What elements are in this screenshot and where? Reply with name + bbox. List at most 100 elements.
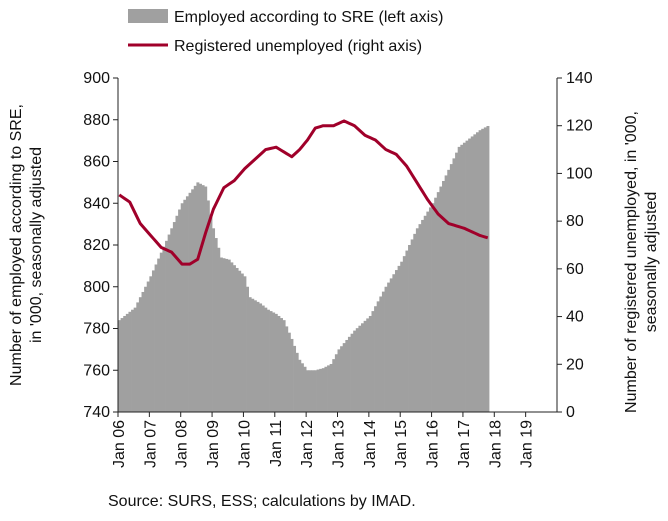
x-tick-label: Jan 17: [456, 420, 473, 468]
employed-bar: [428, 207, 432, 412]
employed-bar: [238, 270, 242, 412]
employed-bar: [219, 257, 223, 412]
x-tick-label: Jan 07: [142, 420, 159, 468]
employed-bar: [486, 126, 490, 412]
employed-bar: [475, 132, 479, 412]
employed-bar: [178, 209, 182, 412]
y-axis-left-ticks: 740 760 780 800 820 840 860 880 900: [83, 70, 118, 421]
employed-bar: [157, 258, 161, 412]
x-tick-label: Jan 13: [331, 420, 348, 468]
employed-bar: [133, 307, 137, 413]
employed-bar: [212, 228, 216, 412]
employed-bar: [361, 323, 364, 412]
employed-bar: [206, 200, 210, 412]
employed-bar: [384, 286, 388, 412]
employed-bar: [214, 238, 218, 412]
employed-bar: [287, 332, 291, 412]
employed-bar: [405, 250, 409, 412]
employed-bar: [235, 267, 239, 412]
employed-bar: [183, 199, 187, 412]
source-note: Source: SURS, ESS; calculations by IMAD.: [108, 493, 416, 510]
employed-bar: [452, 158, 456, 412]
x-axis-ticks: Jan 06 Jan 07 Jan 08 Jan 09 Jan 10 Jan 11 Jan …: [111, 412, 536, 468]
x-tick-label: Jan 08: [174, 420, 191, 468]
employed-bar: [358, 325, 362, 412]
employed-bar: [201, 185, 205, 412]
employed-bar: [246, 286, 249, 412]
employed-bar: [334, 354, 338, 412]
legend-label-unemployed: Registered unemployed (right axis): [174, 38, 422, 55]
y-right-tick-label: 40: [566, 309, 584, 326]
employed-bars: [118, 126, 490, 413]
employed-bar: [170, 228, 174, 412]
employed-bar: [266, 309, 270, 412]
y-right-tick-label: 140: [566, 70, 593, 87]
x-tick-label: Jan 15: [393, 420, 410, 468]
employed-bar: [256, 301, 260, 412]
employed-bar: [175, 215, 179, 412]
employed-bar: [374, 306, 378, 412]
employed-bar: [251, 298, 255, 412]
employed-bar: [418, 224, 422, 413]
y-right-tick-label: 0: [566, 404, 575, 421]
y-left-tick-label: 860: [83, 154, 110, 171]
legend: Employed according to SRE (left axis) Re…: [128, 9, 443, 55]
employed-bar: [240, 273, 244, 412]
y-left-tick-label: 820: [83, 237, 110, 254]
y-left-tick-label: 740: [83, 404, 110, 421]
x-tick-label: Jan 06: [111, 420, 128, 468]
employed-bar: [353, 330, 357, 412]
employed-bar: [290, 338, 294, 412]
employed-bar: [410, 239, 414, 412]
employed-bar: [434, 197, 438, 412]
legend-label-employed: Employed according to SRE (left axis): [174, 9, 443, 26]
employed-bar: [300, 363, 304, 412]
employed-bar: [376, 301, 380, 412]
y-right-tick-label: 60: [566, 261, 584, 278]
employed-bar: [159, 252, 163, 412]
x-tick-label: Jan 16: [425, 420, 442, 468]
y-right-tick-label: 20: [566, 356, 584, 373]
employed-bar: [470, 136, 474, 412]
employed-bar: [363, 320, 367, 412]
employed-bar: [337, 349, 341, 413]
x-tick-label: Jan 19: [519, 420, 536, 468]
employed-bar: [308, 370, 312, 412]
employed-bar: [196, 182, 200, 413]
employed-bar: [389, 278, 393, 412]
employed-bar: [379, 296, 383, 412]
employed-bar: [259, 303, 263, 412]
y-axis-right-title-line2: seasonally adjusted: [643, 192, 660, 333]
employed-bar: [439, 186, 443, 412]
employed-bar: [222, 258, 226, 412]
employed-bar: [311, 370, 315, 412]
employed-bar: [483, 127, 487, 413]
employed-bar: [293, 345, 297, 412]
employed-bar: [277, 315, 281, 412]
employed-bar: [306, 370, 310, 412]
employed-bar: [209, 214, 213, 412]
employed-bar: [274, 313, 278, 412]
employed-bar: [324, 366, 328, 412]
employed-bar: [342, 343, 346, 412]
employed-bar: [426, 211, 430, 412]
employed-bar: [392, 274, 396, 412]
y-left-tick-label: 780: [83, 321, 110, 338]
employed-bar: [462, 142, 466, 412]
employed-bar: [413, 233, 417, 412]
employed-bar: [232, 265, 236, 412]
employed-bar: [151, 270, 155, 412]
employed-bar: [131, 309, 135, 412]
x-tick-label: Jan 11: [268, 420, 285, 467]
employed-bar: [332, 359, 336, 412]
employed-bar: [329, 363, 333, 412]
employed-bar: [313, 370, 317, 412]
employed-bar: [316, 369, 320, 412]
employed-bar: [136, 302, 140, 412]
employed-bar: [253, 300, 257, 412]
employed-bar: [381, 291, 385, 412]
employed-bar: [285, 326, 289, 412]
employed-bar: [350, 333, 354, 412]
employed-bar: [272, 312, 276, 412]
employed-bar: [408, 245, 412, 412]
